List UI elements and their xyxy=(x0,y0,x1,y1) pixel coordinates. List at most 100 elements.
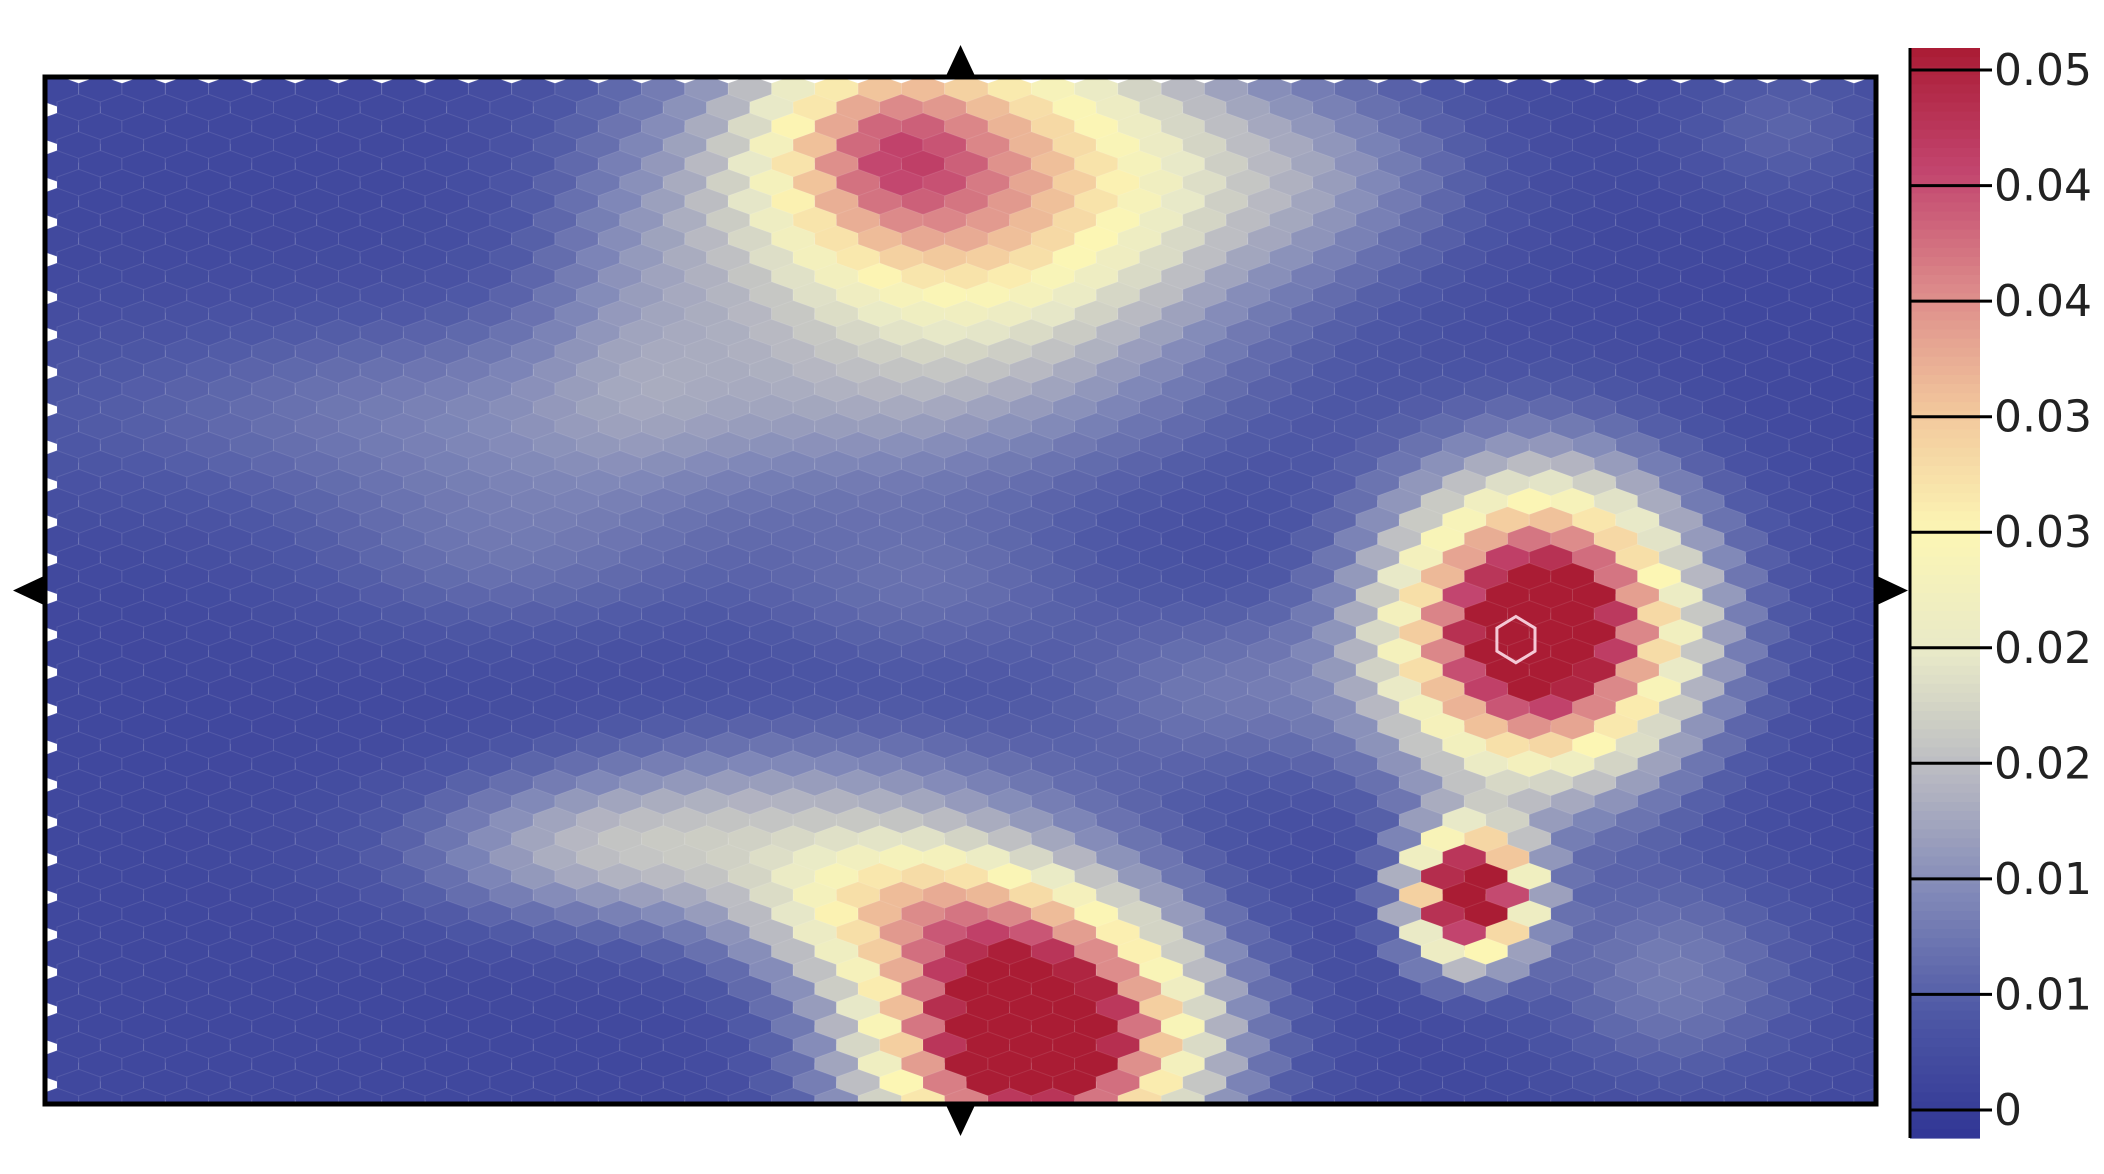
colorbar-segment xyxy=(1910,847,1980,858)
colorbar-segment xyxy=(1910,1010,1980,1021)
colorbar-segment xyxy=(1910,856,1980,867)
colorbar-tick-label: 0.03 xyxy=(1994,507,2092,558)
hex-cell xyxy=(1659,1107,1702,1138)
colorbar-segment xyxy=(1910,1092,1980,1103)
colorbar-segment xyxy=(1910,538,1980,549)
hex-cell xyxy=(403,1107,446,1138)
colorbar-segment xyxy=(1910,738,1980,749)
colorbar-segment xyxy=(1910,529,1980,540)
colorbar-segment xyxy=(1910,901,1980,912)
colorbar-segment xyxy=(1910,583,1980,594)
colorbar-segment xyxy=(1910,956,1980,967)
colorbar-segment xyxy=(1910,629,1980,640)
hex-cell xyxy=(1053,1107,1096,1138)
colorbar-segment xyxy=(1910,720,1980,730)
colorbar-segment xyxy=(1910,266,1980,276)
colorbar-segment xyxy=(1910,393,1980,403)
colorbar-segment xyxy=(1910,420,1980,431)
colorbar-segment xyxy=(1910,829,1980,839)
colorbar-segment xyxy=(1910,611,1980,621)
colorbar-segment xyxy=(1910,302,1980,313)
hex-cell xyxy=(1140,1107,1183,1138)
colorbar-segment xyxy=(1910,656,1980,667)
colorbar-segment xyxy=(1910,1029,1980,1039)
colorbar-segment xyxy=(1910,774,1980,785)
colorbar-segment xyxy=(1910,620,1980,630)
colorbar-segment xyxy=(1910,175,1980,185)
hex-cell xyxy=(793,1107,836,1138)
colorbar-segment xyxy=(1910,220,1980,231)
colorbar-segment xyxy=(1910,84,1980,95)
hex-cell xyxy=(1789,1107,1832,1138)
colorbar-segment xyxy=(1910,320,1980,331)
colorbar-segment xyxy=(1910,1001,1980,1012)
colorbar-segment xyxy=(1910,293,1980,303)
colorbar-segment xyxy=(1910,938,1980,948)
hex-cell xyxy=(490,1107,533,1138)
colorbar-segment xyxy=(1910,502,1980,512)
colorbar-segment xyxy=(1910,511,1980,521)
hex-cell xyxy=(663,1107,706,1138)
hex-cell xyxy=(144,1107,187,1138)
colorbar-segment xyxy=(1910,238,1980,249)
colorbar-segment xyxy=(1910,1074,1980,1085)
colorbar-segment xyxy=(1910,338,1980,349)
colorbar-segment xyxy=(1910,729,1980,739)
colorbar-segment xyxy=(1910,638,1980,649)
colorbar-segment xyxy=(1910,547,1980,558)
colorbar-segment xyxy=(1910,129,1980,140)
colorbar-segment xyxy=(1910,1056,1980,1066)
colorbar-segment xyxy=(1910,465,1980,476)
edge-marker-right xyxy=(1876,575,1908,606)
colorbar-segment xyxy=(1910,783,1980,794)
colorbar-segment xyxy=(1910,1101,1980,1112)
hex-cell xyxy=(1313,1107,1356,1138)
hex-cell xyxy=(1399,1107,1442,1138)
hex-cell xyxy=(360,1107,403,1138)
colorbar-segment xyxy=(1910,356,1980,367)
colorbar-tick-label: 0.03 xyxy=(1994,392,2092,443)
hex-cell xyxy=(187,1107,230,1138)
colorbar-segment xyxy=(1910,120,1980,131)
hex-cell xyxy=(230,1107,273,1138)
hex-cell xyxy=(836,1107,879,1138)
colorbar-segment xyxy=(1910,920,1980,930)
colorbar-segment xyxy=(1910,801,1980,812)
colorbar-segment xyxy=(1910,484,1980,494)
hex-cell xyxy=(1183,1107,1226,1138)
colorbar-segment xyxy=(1910,747,1980,758)
colorbar-segment xyxy=(1910,166,1980,176)
colorbar-segment xyxy=(1910,1038,1980,1048)
colorbar-segment xyxy=(1910,683,1980,694)
colorbar-tick-label: 0.05 xyxy=(1994,45,2092,96)
colorbar-segment xyxy=(1910,375,1980,385)
colorbar-tick-label: 0.02 xyxy=(1994,738,2092,789)
colorbar-segment xyxy=(1910,284,1980,294)
colorbar: 0.05 0.04 0.04 0.03 0.03 0.02 0.02 0.01 0.01 0 xyxy=(1908,45,2092,1139)
colorbar-segment xyxy=(1910,565,1980,576)
colorbar-segment xyxy=(1910,229,1980,240)
hex-cell xyxy=(1529,1107,1572,1138)
colorbar-segment xyxy=(1910,93,1980,104)
hex-cells xyxy=(47,79,1874,1138)
colorbar-segment xyxy=(1910,111,1980,122)
hex-cell xyxy=(533,1107,576,1138)
colorbar-segment xyxy=(1910,929,1980,939)
hex-cell xyxy=(100,1107,143,1138)
colorbar-segment xyxy=(1910,910,1980,921)
hex-cell xyxy=(274,1107,317,1138)
colorbar-segment xyxy=(1910,838,1980,848)
hex-cell xyxy=(1486,1107,1529,1138)
colorbar-segment xyxy=(1910,647,1980,658)
colorbar-tick-label: 0.02 xyxy=(1994,623,2092,674)
colorbar-segment xyxy=(1910,883,1980,894)
colorbar-segment xyxy=(1910,429,1980,440)
colorbar-segment xyxy=(1910,384,1980,394)
colorbar-segment xyxy=(1910,820,1980,830)
hex-cell xyxy=(447,1107,490,1138)
colorbar-segment xyxy=(1910,193,1980,204)
colorbar-segment xyxy=(1910,447,1980,458)
edge-markers xyxy=(13,45,1908,1136)
edge-marker-bottom xyxy=(945,1104,976,1136)
colorbar-segment xyxy=(1910,947,1980,957)
